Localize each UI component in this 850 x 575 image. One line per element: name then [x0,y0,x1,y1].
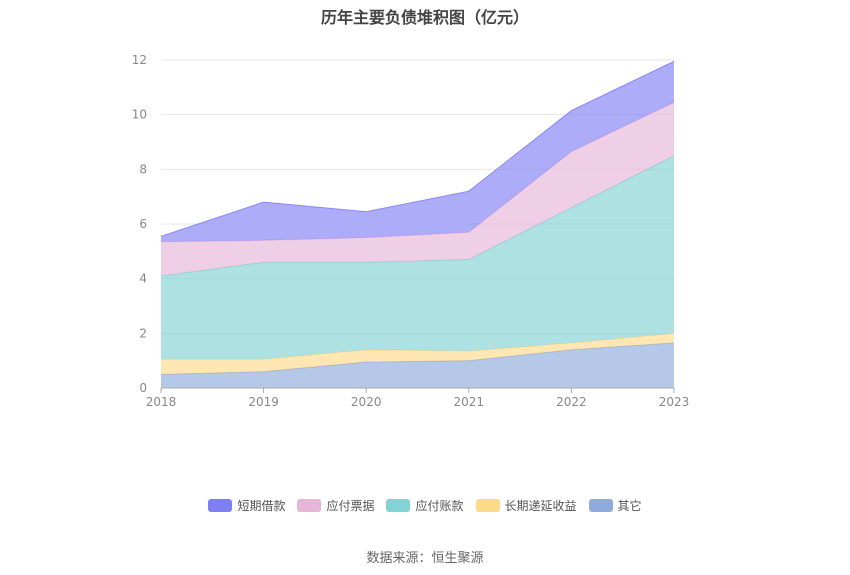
legend-swatch [386,499,411,512]
legend-item-notes-payable[interactable]: 应付票据 [297,497,374,514]
legend-item-short-term-loans[interactable]: 短期借款 [208,497,285,514]
legend-label: 长期递延收益 [504,499,577,513]
chart-legend: 短期借款 应付票据 应付账款 长期递延收益 其它 [0,497,850,514]
legend-swatch [208,499,233,512]
y-tick-label: 0 [139,381,147,395]
stacked-area-chart: 0 2 4 6 8 10 12 2018 2019 2020 2021 2022 2023 [132,53,690,409]
series-area-3 [161,102,674,276]
series-line-4 [160,60,675,237]
y-tick-label: 4 [139,272,147,286]
series-area-2 [161,155,674,360]
data-source: 数据来源：恒生聚源 [366,551,484,566]
series-area-0 [161,342,674,388]
y-tick-label: 6 [139,217,147,231]
legend-item-accounts-payable[interactable]: 应付账款 [386,497,464,514]
x-tick-label: 2019 [248,395,279,409]
x-tick-label: 2021 [454,395,485,409]
legend-label: 应付票据 [326,499,375,513]
x-tick-label: 2022 [556,395,587,409]
series-area-1 [161,333,674,375]
legend-item-other[interactable]: 其它 [588,497,642,514]
legend-label: 其它 [617,499,642,513]
legend-item-deferred-income[interactable]: 长期递延收益 [475,497,577,514]
chart-title: 历年主要负债堆积图（亿元） [320,8,529,27]
legend-swatch [588,499,613,512]
x-tick-label: 2018 [146,395,177,409]
legend-label: 应付账款 [415,499,464,513]
y-tick-label: 2 [139,326,147,340]
legend-swatch [297,499,322,512]
x-tick-label: 2023 [659,395,690,409]
y-tick-label: 10 [132,108,147,122]
x-tick-label: 2020 [351,395,382,409]
series-area-4 [161,61,674,242]
y-tick-label: 12 [132,53,147,67]
y-tick-label: 8 [139,162,147,176]
legend-label: 短期借款 [237,499,286,513]
legend-swatch [475,499,500,512]
